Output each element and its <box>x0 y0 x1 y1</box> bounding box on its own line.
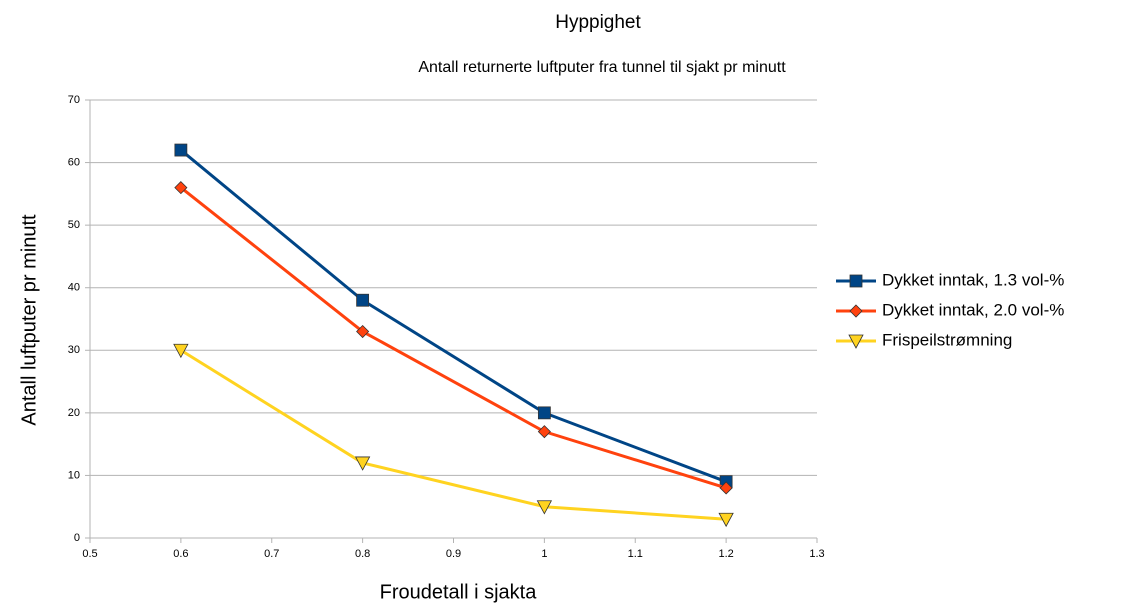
data-point <box>174 181 188 195</box>
series-line <box>180 349 727 521</box>
y-tick-label: 10 <box>68 469 80 481</box>
y-tick-label: 0 <box>74 532 80 544</box>
y-tick-label: 40 <box>68 282 80 294</box>
y-axis-label: Antall luftputer pr minutt <box>18 214 40 426</box>
chart-subtitle: Antall returnerte luftputer fra tunnel t… <box>418 59 786 76</box>
x-axis-label: Froudetall i sjakta <box>380 581 538 603</box>
x-tick-label: 0.8 <box>355 548 370 560</box>
data-point <box>536 500 553 515</box>
data-point <box>718 512 734 528</box>
legend-label: Dykket inntak, 1.3 vol-% <box>882 270 1064 289</box>
series-line <box>179 148 727 484</box>
data-point <box>174 143 188 157</box>
data-point <box>356 293 370 307</box>
y-tick-label: 20 <box>68 407 80 419</box>
x-tick-label: 0.7 <box>264 548 279 560</box>
x-tick-label: 0.9 <box>446 548 461 560</box>
legend-label: Dykket inntak, 2.0 vol-% <box>882 300 1064 319</box>
data-point <box>173 343 189 359</box>
x-tick-label: 1.2 <box>718 548 733 560</box>
legend-marker <box>849 274 863 288</box>
data-point <box>356 324 370 339</box>
legend-marker <box>849 304 863 318</box>
data-point <box>537 406 551 420</box>
series-line <box>179 186 727 490</box>
x-tick-label: 1.3 <box>809 548 824 560</box>
y-tick-label: 50 <box>68 219 80 231</box>
y-tick-label: 30 <box>68 344 80 356</box>
y-tick-label: 70 <box>68 94 80 106</box>
data-point <box>354 456 371 471</box>
chart-title: Hyppighet <box>555 12 641 33</box>
legend-marker <box>848 334 864 349</box>
x-tick-label: 0.6 <box>173 548 188 560</box>
x-tick-label: 1.1 <box>628 548 643 560</box>
data-point <box>537 425 551 439</box>
data-point <box>719 481 733 495</box>
legend-label: Frispeilstrømning <box>882 330 1012 349</box>
y-tick-label: 60 <box>68 156 80 168</box>
x-tick-label: 0.5 <box>82 548 97 560</box>
x-tick-label: 1 <box>541 548 547 560</box>
